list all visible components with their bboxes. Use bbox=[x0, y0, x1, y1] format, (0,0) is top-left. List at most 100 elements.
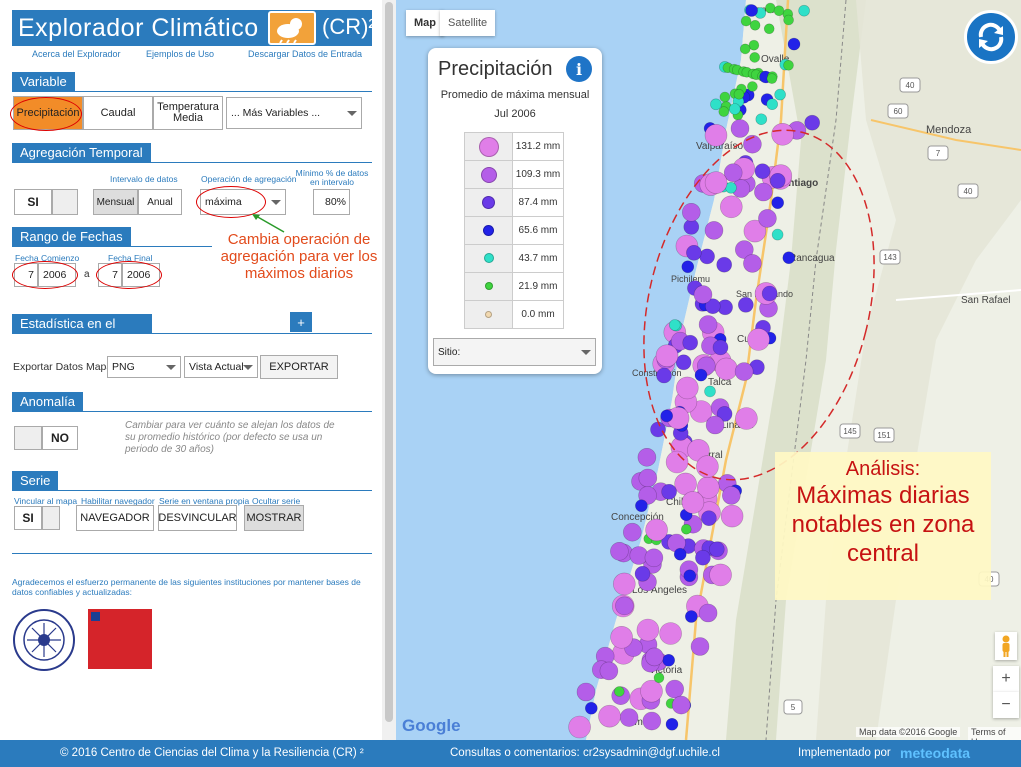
station-marker[interactable] bbox=[754, 182, 773, 202]
station-marker[interactable] bbox=[680, 523, 692, 535]
station-marker[interactable] bbox=[710, 98, 722, 111]
station-marker[interactable] bbox=[720, 504, 744, 528]
station-marker[interactable] bbox=[704, 221, 724, 240]
station-marker[interactable] bbox=[766, 98, 779, 110]
station-marker[interactable] bbox=[758, 209, 777, 228]
station-marker[interactable] bbox=[634, 565, 651, 582]
station-marker[interactable] bbox=[668, 319, 681, 331]
station-marker[interactable] bbox=[656, 367, 672, 384]
refresh-button[interactable] bbox=[964, 10, 1018, 64]
station-marker[interactable] bbox=[684, 610, 698, 623]
terms-link[interactable]: Terms of Use bbox=[968, 727, 1021, 740]
station-marker[interactable] bbox=[737, 296, 754, 313]
station-marker[interactable] bbox=[734, 362, 754, 381]
station-marker[interactable] bbox=[638, 486, 657, 505]
station-marker[interactable] bbox=[769, 173, 786, 189]
station-marker[interactable] bbox=[740, 15, 752, 27]
station-markers[interactable] bbox=[568, 2, 821, 739]
station-marker[interactable] bbox=[747, 81, 758, 92]
station-marker[interactable] bbox=[743, 254, 762, 273]
add-statistic-button[interactable]: + bbox=[290, 312, 312, 332]
station-marker[interactable] bbox=[747, 328, 770, 351]
station-marker[interactable] bbox=[693, 285, 713, 304]
station-marker[interactable] bbox=[655, 344, 679, 368]
anomalia-toggle-off[interactable] bbox=[14, 426, 42, 450]
station-marker[interactable] bbox=[745, 4, 758, 17]
station-marker[interactable] bbox=[771, 196, 785, 209]
station-marker[interactable] bbox=[642, 711, 662, 731]
station-marker[interactable] bbox=[719, 195, 743, 219]
zoom-out-button[interactable]: − bbox=[993, 692, 1019, 718]
station-marker[interactable] bbox=[704, 298, 721, 315]
station-marker[interactable] bbox=[568, 715, 591, 739]
station-marker[interactable] bbox=[683, 219, 700, 235]
station-marker[interactable] bbox=[675, 376, 699, 400]
station-marker[interactable] bbox=[610, 541, 629, 561]
station-marker[interactable] bbox=[709, 563, 732, 587]
mostrar-button[interactable]: MOSTRAR bbox=[244, 505, 304, 531]
station-marker[interactable] bbox=[704, 124, 728, 147]
station-marker[interactable] bbox=[754, 163, 771, 179]
station-marker[interactable] bbox=[623, 522, 642, 542]
map-tab[interactable]: Map bbox=[406, 10, 444, 36]
station-marker[interactable] bbox=[675, 354, 692, 371]
station-marker[interactable] bbox=[804, 114, 821, 131]
caudal-button[interactable]: Caudal bbox=[83, 96, 153, 130]
station-marker[interactable] bbox=[730, 119, 750, 138]
station-marker[interactable] bbox=[661, 483, 677, 500]
station-marker[interactable] bbox=[585, 701, 598, 715]
station-marker[interactable] bbox=[682, 334, 699, 351]
station-marker[interactable] bbox=[749, 52, 761, 63]
station-marker[interactable] bbox=[690, 637, 710, 656]
temperatura-media-button[interactable]: Temperatura Media bbox=[153, 96, 223, 130]
station-marker[interactable] bbox=[673, 547, 687, 561]
agregacion-toggle-off[interactable] bbox=[52, 189, 78, 215]
station-marker[interactable] bbox=[712, 339, 729, 356]
station-marker[interactable] bbox=[708, 541, 725, 558]
station-marker[interactable] bbox=[718, 106, 730, 117]
station-marker[interactable] bbox=[715, 357, 738, 381]
station-marker[interactable] bbox=[719, 91, 731, 103]
station-marker[interactable] bbox=[644, 548, 664, 568]
station-marker[interactable] bbox=[635, 499, 648, 513]
anomalia-toggle[interactable]: NO bbox=[42, 426, 78, 450]
station-marker[interactable] bbox=[698, 315, 718, 334]
station-marker[interactable] bbox=[723, 163, 743, 182]
station-marker[interactable] bbox=[599, 661, 619, 681]
link-ejemplos[interactable]: Ejemplos de Uso bbox=[146, 49, 215, 59]
station-marker[interactable] bbox=[636, 618, 660, 642]
desvincular-button[interactable]: DESVINCULAR bbox=[158, 505, 237, 531]
station-marker[interactable] bbox=[694, 368, 708, 382]
footer-contact[interactable]: Consultas o comentarios: cr2sysadmin@dgf… bbox=[450, 747, 720, 759]
street-view-icon[interactable] bbox=[995, 632, 1017, 660]
station-marker[interactable] bbox=[683, 569, 697, 583]
sitio-select[interactable]: Sitio: bbox=[433, 338, 596, 366]
formato-select[interactable]: PNG bbox=[107, 356, 181, 378]
station-marker[interactable] bbox=[734, 240, 754, 259]
station-marker[interactable] bbox=[733, 89, 745, 100]
station-marker[interactable] bbox=[743, 219, 767, 243]
station-marker[interactable] bbox=[701, 510, 717, 527]
station-marker[interactable] bbox=[598, 704, 621, 728]
station-marker[interactable] bbox=[665, 450, 689, 474]
panel-scrollbar[interactable] bbox=[382, 0, 396, 740]
vista-select[interactable]: Vista Actual bbox=[184, 356, 258, 378]
station-marker[interactable] bbox=[686, 245, 702, 261]
station-marker[interactable] bbox=[763, 23, 775, 35]
station-marker[interactable] bbox=[774, 88, 786, 101]
station-marker[interactable] bbox=[766, 73, 778, 84]
station-marker[interactable] bbox=[783, 14, 794, 26]
station-marker[interactable] bbox=[728, 103, 741, 115]
satellite-tab[interactable]: Satellite bbox=[440, 10, 496, 36]
station-marker[interactable] bbox=[681, 260, 695, 274]
minimo-input[interactable]: 80% bbox=[313, 189, 350, 215]
station-marker[interactable] bbox=[735, 407, 758, 430]
station-marker[interactable] bbox=[704, 171, 728, 194]
station-marker[interactable] bbox=[660, 409, 674, 423]
station-marker[interactable] bbox=[771, 228, 784, 241]
station-marker[interactable] bbox=[638, 468, 658, 488]
link-descargar[interactable]: Descargar Datos de Entrada bbox=[248, 49, 363, 59]
agregacion-toggle-on[interactable]: SI bbox=[14, 189, 52, 215]
station-marker[interactable] bbox=[782, 251, 796, 265]
station-marker[interactable] bbox=[704, 385, 716, 398]
